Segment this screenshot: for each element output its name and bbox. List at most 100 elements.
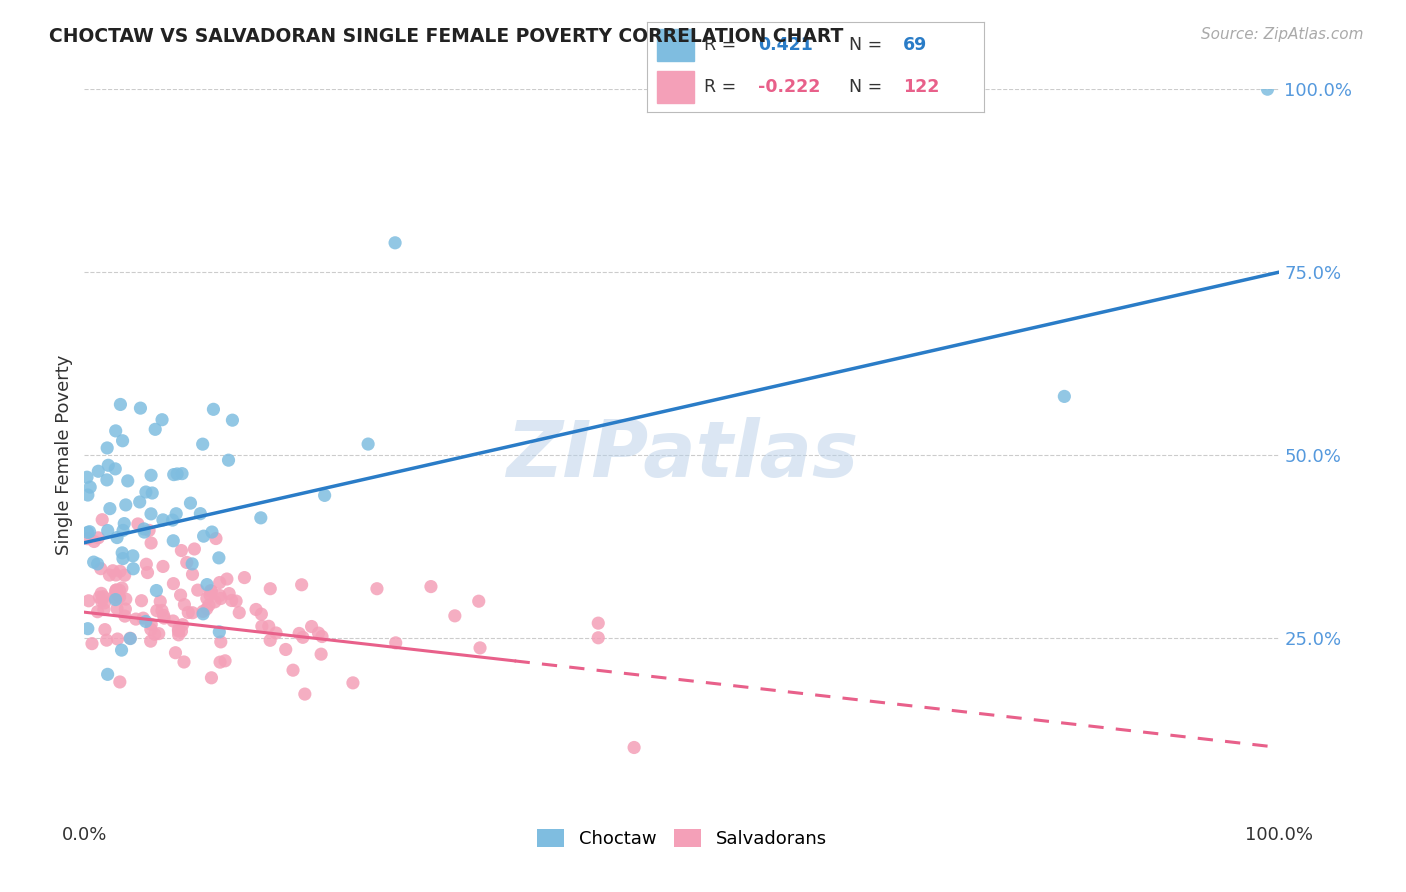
- Point: [111, 551, 134, 566]
- Point: [221, 413, 243, 427]
- Point: [80, 637, 103, 651]
- Point: [90, 594, 112, 608]
- Point: [139, 536, 162, 550]
- Text: 0.421: 0.421: [758, 36, 813, 54]
- Point: [193, 529, 215, 543]
- Point: [1053, 389, 1076, 403]
- Point: [127, 516, 149, 531]
- Point: [152, 559, 174, 574]
- Point: [281, 663, 304, 677]
- Point: [139, 468, 162, 483]
- Y-axis label: Single Female Poverty: Single Female Poverty: [55, 355, 73, 555]
- Point: [162, 576, 184, 591]
- Point: [190, 507, 212, 521]
- Point: [291, 578, 314, 592]
- Point: [104, 568, 127, 582]
- Text: 122: 122: [903, 78, 939, 96]
- Point: [114, 602, 136, 616]
- Text: N =: N =: [849, 36, 883, 54]
- Point: [181, 567, 204, 582]
- Point: [170, 467, 193, 481]
- Point: [122, 562, 145, 576]
- Point: [249, 511, 271, 525]
- Point: [120, 632, 142, 646]
- Point: [623, 740, 645, 755]
- Text: 69: 69: [903, 36, 928, 54]
- Point: [76, 470, 98, 484]
- Point: [245, 602, 267, 616]
- Point: [87, 531, 110, 545]
- Point: [162, 614, 184, 628]
- Point: [204, 595, 226, 609]
- Point: [93, 596, 115, 610]
- Point: [308, 626, 330, 640]
- Point: [96, 633, 118, 648]
- Point: [225, 594, 247, 608]
- Point: [135, 485, 157, 500]
- Point: [165, 646, 187, 660]
- Text: R =: R =: [704, 78, 737, 96]
- Point: [218, 586, 240, 600]
- Point: [342, 676, 364, 690]
- Point: [145, 583, 167, 598]
- Point: [179, 496, 201, 510]
- Point: [141, 617, 163, 632]
- Point: [112, 524, 135, 538]
- Point: [91, 513, 114, 527]
- Point: [209, 655, 232, 669]
- Point: [166, 467, 188, 481]
- Point: [108, 590, 131, 604]
- Point: [143, 627, 166, 641]
- Point: [162, 533, 184, 548]
- Point: [141, 486, 163, 500]
- Point: [208, 624, 231, 639]
- Point: [135, 558, 157, 572]
- Point: [165, 507, 187, 521]
- Point: [170, 624, 193, 639]
- Point: [132, 522, 155, 536]
- Point: [198, 588, 221, 602]
- Point: [143, 422, 166, 436]
- Point: [172, 617, 194, 632]
- Point: [228, 606, 250, 620]
- Point: [108, 675, 131, 690]
- Point: [108, 564, 131, 578]
- Point: [89, 590, 111, 604]
- Point: [264, 626, 287, 640]
- Point: [134, 525, 156, 540]
- Point: [420, 580, 443, 594]
- Point: [209, 635, 232, 649]
- Point: [76, 488, 98, 502]
- Point: [139, 507, 162, 521]
- Point: [221, 593, 243, 607]
- Point: [167, 624, 190, 638]
- Point: [444, 608, 467, 623]
- Point: [98, 568, 121, 582]
- Point: [148, 626, 170, 640]
- Point: [250, 607, 273, 621]
- Point: [191, 437, 214, 451]
- Bar: [657, 71, 695, 103]
- Point: [111, 434, 134, 448]
- Point: [198, 598, 221, 612]
- Point: [110, 397, 132, 411]
- Point: [162, 513, 184, 527]
- Bar: [657, 29, 695, 61]
- Text: R =: R =: [704, 36, 737, 54]
- Point: [114, 609, 136, 624]
- Point: [104, 583, 127, 598]
- Point: [105, 583, 128, 598]
- Point: [191, 607, 214, 621]
- Point: [104, 592, 127, 607]
- Point: [131, 593, 153, 607]
- Point: [86, 605, 108, 619]
- Point: [105, 531, 128, 545]
- Text: ZIPatlas: ZIPatlas: [506, 417, 858, 493]
- Point: [94, 623, 117, 637]
- Point: [1257, 82, 1279, 96]
- Point: [125, 612, 148, 626]
- Point: [150, 413, 173, 427]
- Point: [139, 623, 162, 637]
- Point: [132, 611, 155, 625]
- Point: [195, 577, 218, 591]
